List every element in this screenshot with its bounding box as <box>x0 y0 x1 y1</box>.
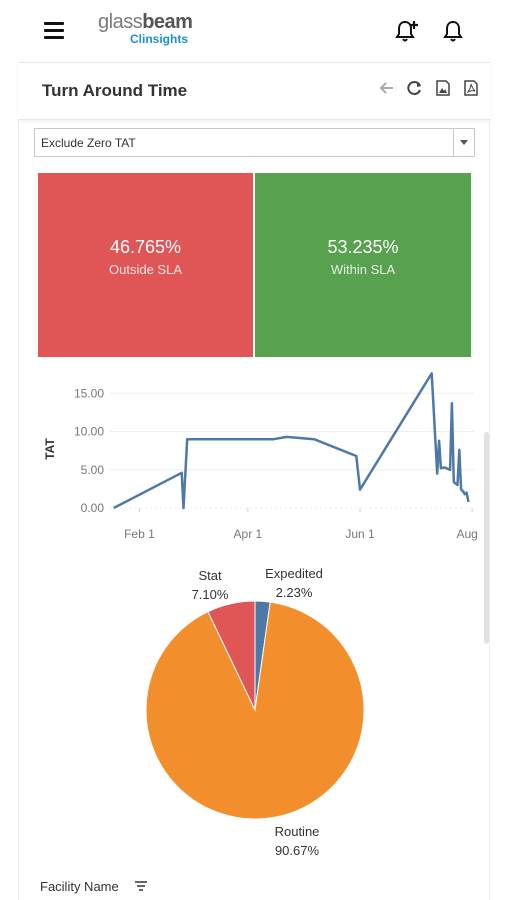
bell-icon[interactable] <box>440 18 466 44</box>
y-axis-label: TAT <box>43 438 57 460</box>
logo: glassbeam Clinsights <box>98 11 193 46</box>
page-title: Turn Around Time <box>42 81 188 100</box>
tat-series-line[interactable] <box>113 372 470 510</box>
within-sla-label: Within SLA <box>330 262 396 277</box>
tat-line-chart[interactable]: 0.00 5.00 10.00 15.00 Feb 1 Apr 1 Jun 1 Aug 1 TA… <box>38 372 488 552</box>
outside-sla-tile[interactable]: 46.765% Outside SLA <box>38 173 253 357</box>
outside-sla-value: 46.765% <box>109 237 182 257</box>
panel-header: Turn Around Time <box>18 62 490 120</box>
within-sla-value: 53.235% <box>327 237 399 257</box>
y-tick-label: 10.00 <box>74 425 104 439</box>
pdf-export-icon[interactable] <box>462 79 480 97</box>
y-tick-label: 15.00 <box>74 386 104 400</box>
pie-label-routine: Routine <box>275 824 320 839</box>
pie-slice-routine[interactable] <box>145 601 365 820</box>
chevron-down-icon[interactable] <box>453 129 474 156</box>
priority-pie-chart[interactable]: Expedited 2.23% Routine 90.67% Stat 7.10% <box>130 560 380 860</box>
pie-value-stat: 7.10% <box>192 587 229 602</box>
image-export-icon[interactable] <box>434 79 452 97</box>
outside-sla-label: Outside SLA <box>109 262 182 277</box>
tat-filter-value: Exclude Zero TAT <box>41 136 136 150</box>
sort-icon[interactable] <box>134 880 148 892</box>
x-tick-label: Aug 1 <box>456 527 478 541</box>
pie-value-expedited: 2.23% <box>276 585 313 600</box>
logo-text-light: glass <box>98 11 143 33</box>
logo-text-bold: beam <box>142 11 193 33</box>
tat-line-chart-svg: 0.00 5.00 10.00 15.00 Feb 1 Apr 1 Jun 1 Aug 1 TA… <box>43 372 488 541</box>
y-tick-label: 0.00 <box>81 501 105 515</box>
x-tick-label: Apr 1 <box>234 527 263 541</box>
within-sla-tile[interactable]: 53.235% Within SLA <box>255 173 471 357</box>
menu-icon[interactable] <box>44 22 64 40</box>
pie-value-routine: 90.67% <box>275 843 320 858</box>
back-arrow-icon[interactable] <box>378 79 396 97</box>
refresh-icon[interactable] <box>406 79 424 97</box>
scrollbar[interactable] <box>484 432 489 644</box>
report-panel <box>18 62 490 900</box>
add-alert-icon[interactable] <box>394 18 420 44</box>
priority-pie-chart-svg: Expedited 2.23% Routine 90.67% Stat 7.10% <box>145 566 365 858</box>
pie-label-stat: Stat <box>198 568 222 583</box>
top-bar: glassbeam Clinsights <box>0 0 507 62</box>
tat-filter-dropdown[interactable]: Exclude Zero TAT <box>34 128 475 157</box>
logo-subtitle: Clinsights <box>130 32 189 46</box>
x-tick-label: Jun 1 <box>345 527 375 541</box>
y-tick-label: 5.00 <box>81 463 105 477</box>
x-tick-label: Feb 1 <box>124 527 155 541</box>
pie-label-expedited: Expedited <box>265 566 323 581</box>
facility-name-header[interactable]: Facility Name <box>40 879 119 894</box>
pie-slice-stat[interactable] <box>207 600 256 711</box>
